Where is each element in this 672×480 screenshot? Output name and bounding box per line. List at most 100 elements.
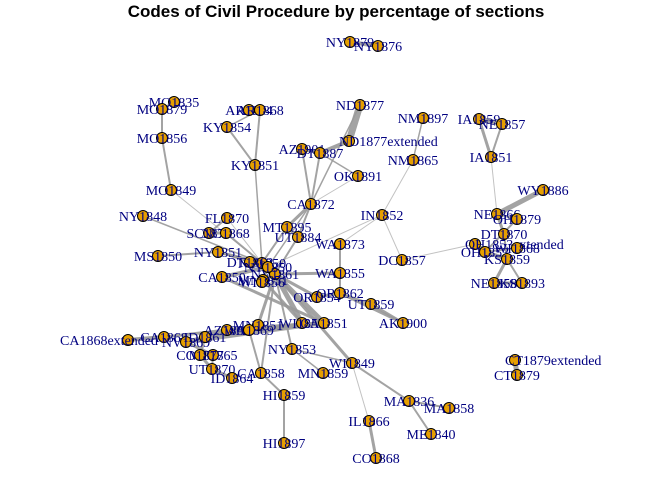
node-marker bbox=[485, 151, 497, 163]
node-marker bbox=[194, 349, 206, 361]
edge-MT1895-NY1850 bbox=[261, 226, 288, 264]
node-AR1868: AR1868 bbox=[236, 104, 284, 119]
node-NY1848: NY1848 bbox=[119, 210, 167, 225]
node-marker bbox=[206, 363, 218, 375]
node-marker bbox=[346, 357, 358, 369]
node-label: WA1855 bbox=[315, 267, 365, 282]
node-marker bbox=[365, 298, 377, 310]
edge-CA1850-CA1851 bbox=[220, 275, 326, 325]
node-marker bbox=[168, 96, 180, 108]
node-marker bbox=[281, 221, 293, 233]
node-label: CA1868extended bbox=[60, 334, 158, 349]
edge-MS1850-NY1851 bbox=[157, 251, 219, 257]
node-label: CA1850 bbox=[198, 271, 245, 286]
node-CA1868extended: CA1868extended bbox=[60, 334, 158, 349]
edge-KY1854-KY1851 bbox=[226, 126, 256, 166]
edge-NV1861-WA1855 bbox=[273, 271, 342, 276]
node-label: WI1849 bbox=[329, 357, 375, 372]
node-label: OK1891 bbox=[334, 170, 382, 185]
node-label: DT1887 bbox=[297, 147, 344, 162]
edge-NM1865-IN1852 bbox=[381, 159, 414, 216]
node-OR1854: OR1854 bbox=[293, 291, 341, 306]
node-label: NY1851 bbox=[194, 246, 242, 261]
node-marker bbox=[221, 121, 233, 133]
node-CA1872: CA1872 bbox=[287, 198, 335, 213]
node-marker bbox=[511, 242, 523, 254]
node-label: MA1858 bbox=[424, 402, 475, 417]
node-marker bbox=[226, 372, 238, 384]
node-marker bbox=[344, 36, 356, 48]
node-marker bbox=[501, 253, 513, 265]
node-CA1851: CA1851 bbox=[300, 317, 348, 332]
node-marker bbox=[165, 184, 177, 196]
node-WA1869: WA1869 bbox=[224, 324, 274, 339]
node-label: CA1858 bbox=[237, 367, 284, 382]
node-CT1879: CT1879 bbox=[494, 369, 540, 384]
node-label: UT1859 bbox=[348, 298, 395, 313]
node-marker bbox=[269, 268, 281, 280]
edge-WI1849-MA1836 bbox=[351, 362, 410, 402]
node-marker bbox=[203, 227, 215, 239]
node-NE1858: NE1858 bbox=[471, 277, 517, 292]
node-label: IA1851 bbox=[470, 151, 513, 166]
edge-CA1858-NV1861 bbox=[260, 273, 276, 374]
node-label: NY1876 bbox=[354, 40, 402, 55]
edge-ND1877-CA1872 bbox=[310, 104, 361, 205]
node-marker bbox=[180, 336, 192, 348]
node-label: CA1851 bbox=[300, 317, 347, 332]
node-label: CO1868 bbox=[352, 452, 399, 467]
node-marker bbox=[363, 415, 375, 427]
node-marker bbox=[334, 287, 346, 299]
node-label: NV1869 bbox=[162, 336, 210, 351]
node-label: MN1859 bbox=[298, 367, 349, 382]
node-marker bbox=[354, 99, 366, 111]
node-marker bbox=[370, 452, 382, 464]
node-UT1884: UT1884 bbox=[275, 231, 321, 246]
node-marker bbox=[156, 132, 168, 144]
node-label: CO1877 bbox=[176, 349, 223, 364]
edge-DC1857-OH1853extended bbox=[401, 243, 476, 261]
node-marker bbox=[516, 277, 528, 289]
node-MS1850: MS1850 bbox=[134, 250, 182, 265]
node-ND1877extended: ND1877extended bbox=[339, 135, 438, 150]
edge-CA1868extended-CA1868 bbox=[126, 335, 166, 342]
node-marker bbox=[511, 369, 523, 381]
node-label: AZ1865 bbox=[204, 324, 251, 339]
node-marker bbox=[511, 213, 523, 225]
node-AZ1865: AZ1865 bbox=[204, 324, 251, 339]
node-ID1864: ID1864 bbox=[211, 372, 254, 387]
edge-NY1853-WI1849 bbox=[291, 348, 353, 364]
edge-AR1868-KY1854 bbox=[226, 109, 261, 128]
node-label: NY1853 bbox=[268, 343, 316, 358]
node-marker bbox=[372, 40, 384, 52]
node-label: IA1859 bbox=[458, 113, 501, 128]
node-FL1870: FL1870 bbox=[205, 212, 249, 227]
node-marker bbox=[311, 291, 323, 303]
node-marker bbox=[221, 212, 233, 224]
node-label: OH1853 bbox=[461, 246, 509, 261]
node-IL1866: IL1866 bbox=[348, 415, 390, 430]
node-SC1870: SC1870 bbox=[186, 227, 232, 242]
node-label: WY1886 bbox=[517, 184, 568, 199]
node-marker bbox=[425, 428, 437, 440]
node-marker bbox=[216, 271, 228, 283]
node-marker bbox=[397, 317, 409, 329]
node-marker bbox=[334, 267, 346, 279]
node-label: ID1864 bbox=[211, 372, 254, 387]
edge-OK1891-DT1887 bbox=[319, 152, 359, 177]
node-NV1869: NV1869 bbox=[162, 336, 210, 351]
node-UT1859: UT1859 bbox=[348, 298, 395, 313]
node-label: NC1868 bbox=[202, 227, 249, 242]
node-label: IL1866 bbox=[348, 415, 389, 430]
node-label: DT1870 bbox=[481, 228, 528, 243]
node-label: OR1862 bbox=[316, 287, 363, 302]
node-marker bbox=[343, 135, 355, 147]
node-label: CA1868 bbox=[140, 331, 187, 346]
edge-WI1849-IL1866 bbox=[351, 362, 370, 422]
node-label: ND1877 bbox=[336, 99, 384, 114]
node-marker bbox=[207, 349, 219, 361]
edge-NY1853-MN1859 bbox=[291, 348, 324, 374]
